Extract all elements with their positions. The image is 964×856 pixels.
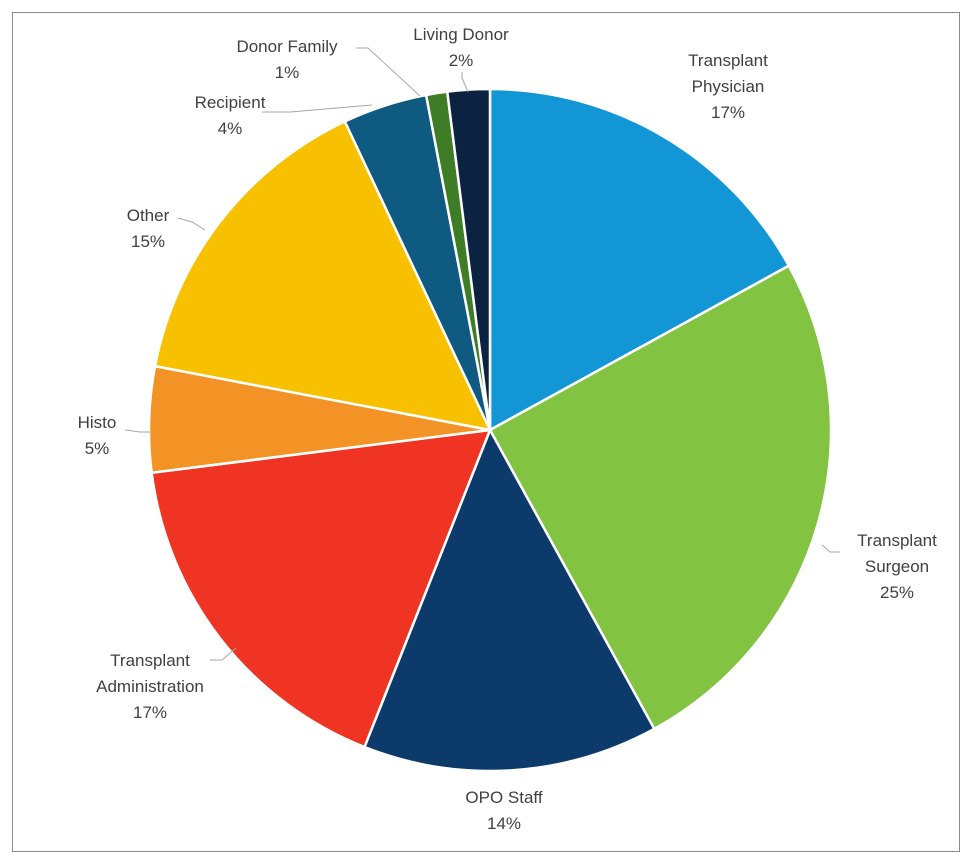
slice-label: Transplant Surgeon 25% [847,528,947,606]
value-label: 17% [710,103,746,122]
value-label: 1% [274,63,300,82]
leader-line [821,544,840,553]
value-label: 4% [217,119,243,138]
category-label: Living Donor [413,25,509,44]
pie-slice [488,264,833,731]
category-label: Other [126,206,170,225]
pie-slice [362,427,656,773]
pie-slice [153,119,493,432]
category-label: Transplant Administration [96,651,204,696]
slice-label: Donor Family 1% [217,34,357,86]
leader-line [210,647,237,661]
pie-slice [150,428,492,749]
leader-line [262,104,373,113]
value-label: 17% [132,703,168,722]
slice-label: Other 15% [118,203,178,255]
value-label: 14% [486,814,522,833]
pie-slice [488,87,791,433]
category-label: Histo [77,413,117,432]
slice-label: Transplant Administration 17% [75,648,225,726]
category-label: Recipient [194,93,266,112]
slice-label: Histo 5% [67,410,127,462]
pie-slice [445,87,492,431]
category-label: Donor Family [236,37,338,56]
slice-label: Living Donor 2% [391,22,531,74]
slice-label: Transplant Physician 17% [678,48,778,126]
category-label: Transplant Physician [688,51,768,96]
category-label: OPO Staff [465,788,543,807]
leader-line [356,47,421,97]
leader-line [177,217,206,231]
slice-label: OPO Staff 14% [454,785,554,837]
slice-label: Recipient 4% [180,90,280,142]
category-label: Transplant Surgeon [857,531,937,576]
value-label: 15% [130,232,166,251]
value-label: 5% [84,439,110,458]
leader-line [124,429,150,433]
value-label: 25% [879,583,915,602]
value-label: 2% [448,51,474,70]
leader-line [461,72,469,93]
